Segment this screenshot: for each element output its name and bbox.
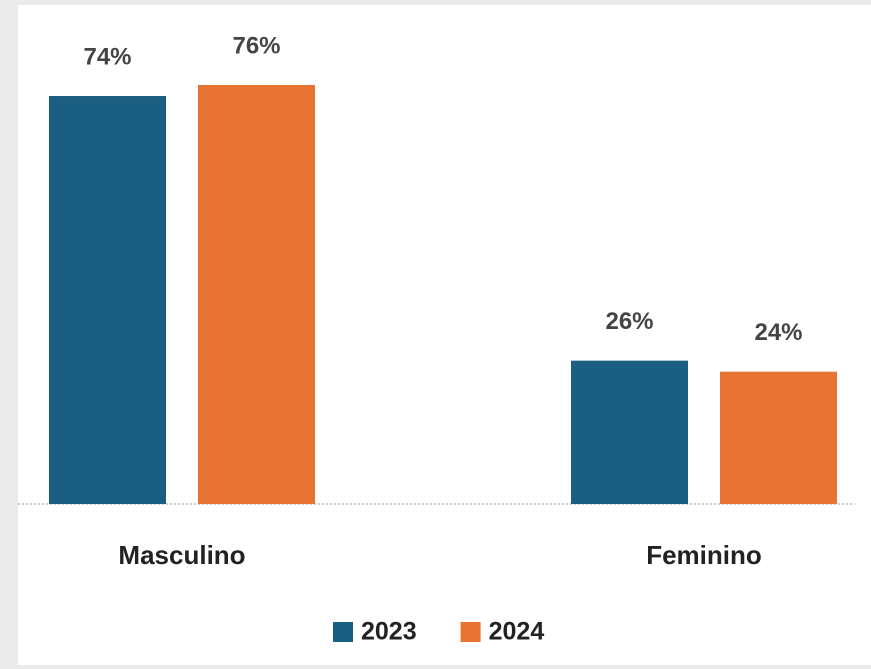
data-label: 74% xyxy=(83,43,131,70)
legend-label: 2023 xyxy=(361,618,417,646)
bar xyxy=(198,85,315,504)
bar xyxy=(720,371,837,504)
bar xyxy=(571,360,688,504)
data-label: 24% xyxy=(754,319,802,346)
x-tick-label: Feminino xyxy=(646,540,762,570)
x-tick-label: Masculino xyxy=(118,540,245,570)
data-label: 76% xyxy=(232,32,280,59)
legend-swatch xyxy=(460,622,481,642)
legend-label: 2024 xyxy=(489,618,545,646)
bar xyxy=(49,96,166,505)
data-label: 26% xyxy=(605,308,653,335)
legend-swatch xyxy=(333,622,353,642)
